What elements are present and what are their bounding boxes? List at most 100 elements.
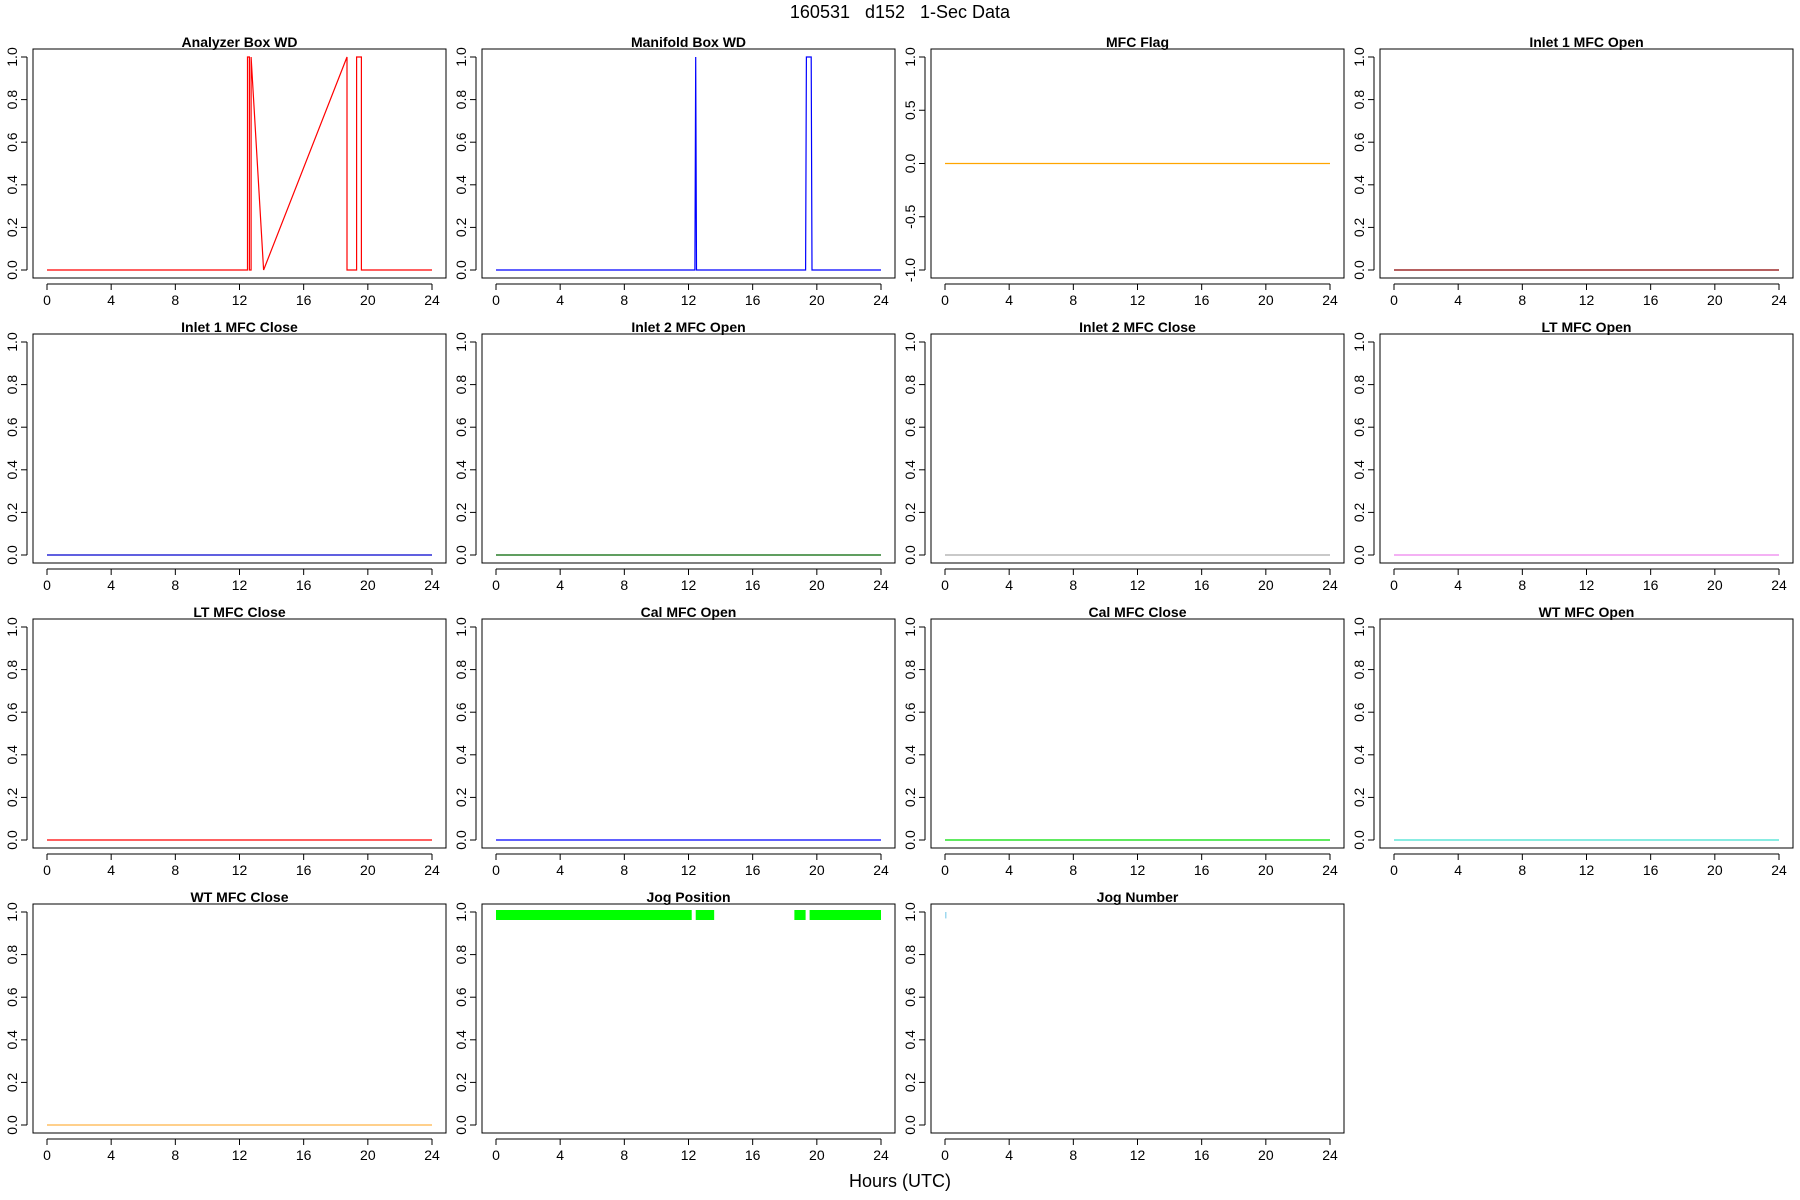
y-tick-label: 0.2	[902, 1072, 918, 1092]
y-tick-label: 0.0	[902, 830, 918, 850]
y-tick-label: 0.2	[453, 1072, 469, 1092]
y-tick-label: 0.5	[902, 100, 918, 120]
y-tick-label: 0.0	[4, 260, 20, 280]
y-tick-label: 1.0	[453, 47, 469, 67]
x-axis-label: Hours (UTC)	[849, 1171, 951, 1191]
x-tick-label: 0	[941, 1147, 949, 1163]
y-tick-label: 1.0	[4, 902, 20, 922]
x-tick-label: 4	[107, 862, 115, 878]
x-tick-label: 12	[681, 292, 697, 308]
x-tick-label: 0	[941, 862, 949, 878]
y-tick-label: 0.8	[4, 945, 20, 965]
chart-panel: Cal MFC Close 0 4 8 12 16 20 24 0.0 0.2 0.4 0.6 0.8 1…	[902, 604, 1345, 878]
chart-panel: Cal MFC Open 0 4 8 12 16 20 24 0.0 0.2 0.4 0.6 0.8 1.…	[453, 604, 896, 878]
y-tick-label: 0.0	[902, 545, 918, 565]
x-tick-label: 8	[1518, 862, 1526, 878]
x-tick-label: 16	[745, 292, 761, 308]
jog-position-segment	[809, 910, 881, 920]
x-tick-label: 24	[1322, 1147, 1338, 1163]
x-tick-label: 20	[1707, 292, 1723, 308]
x-tick-label: 24	[424, 292, 440, 308]
x-tick-label: 0	[43, 862, 51, 878]
y-tick-label: 0.2	[1351, 502, 1367, 522]
x-tick-label: 4	[107, 292, 115, 308]
x-tick-label: 16	[1194, 292, 1210, 308]
panel-title: LT MFC Close	[193, 604, 286, 620]
y-tick-label: 0.8	[453, 375, 469, 395]
y-tick-label: 0.4	[453, 175, 469, 195]
x-tick-label: 16	[296, 577, 312, 593]
chart-panel: Analyzer Box WD 0 4 8 12 16 20 24 0.0 0.2 0.4 0.6 0.…	[4, 34, 447, 308]
panel-title: Inlet 1 MFC Open	[1529, 34, 1643, 50]
x-tick-label: 8	[1069, 577, 1077, 593]
y-tick-label: 0.2	[453, 787, 469, 807]
chart-panel: MFC Flag 0 4 8 12 16 20 24 -1.0 -0.5 0.0 0.5 1.0	[902, 34, 1345, 308]
x-tick-label: 20	[1258, 1147, 1274, 1163]
x-tick-label: 16	[745, 577, 761, 593]
x-tick-label: 8	[171, 862, 179, 878]
x-tick-label: 0	[1390, 862, 1398, 878]
x-tick-label: 24	[1322, 862, 1338, 878]
y-tick-label: 0.4	[4, 745, 20, 765]
chart-panel: Jog Number 0 4 8 12 16 20 24 0.0 0.2 0.4 0.6 0.8 1.0	[902, 889, 1345, 1163]
y-tick-label: 0.4	[902, 460, 918, 480]
x-tick-label: 0	[492, 577, 500, 593]
x-tick-label: 24	[424, 862, 440, 878]
x-tick-label: 4	[1005, 862, 1013, 878]
y-tick-label: 0.6	[453, 417, 469, 437]
x-tick-label: 20	[360, 862, 376, 878]
plot-frame	[32, 618, 447, 849]
plot-frame	[930, 618, 1345, 849]
y-tick-label: 0.8	[1351, 660, 1367, 680]
chart-panel: LT MFC Close 0 4 8 12 16 20 24 0.0 0.2 0.4 0.6 0.8 1.…	[4, 604, 447, 878]
panel-title: WT MFC Open	[1539, 604, 1635, 620]
x-tick-label: 24	[1322, 577, 1338, 593]
x-tick-label: 4	[107, 577, 115, 593]
x-tick-label: 20	[1258, 862, 1274, 878]
chart-panel: Jog Position 0 4 8 12 16 20 24 0.0 0.2 0.4 0.6 0.8 1.…	[453, 889, 896, 1163]
y-tick-label: 0.6	[453, 987, 469, 1007]
panel-title: MFC Flag	[1106, 34, 1169, 50]
y-tick-label: 0.4	[902, 1030, 918, 1050]
x-tick-label: 16	[296, 1147, 312, 1163]
x-tick-label: 4	[1454, 577, 1462, 593]
y-tick-label: -1.0	[902, 258, 918, 282]
x-tick-label: 4	[556, 577, 564, 593]
chart-panel: Inlet 2 MFC Close 0 4 8 12 16 20 24 0.0 0.2 0.4 0.6…	[902, 319, 1345, 593]
y-tick-label: 0.8	[1351, 90, 1367, 110]
x-tick-label: 20	[809, 862, 825, 878]
x-tick-label: 24	[1322, 292, 1338, 308]
y-tick-label: 0.4	[1351, 745, 1367, 765]
plot-frame	[481, 903, 896, 1134]
x-tick-label: 8	[1069, 862, 1077, 878]
y-tick-label: 0.0	[1351, 260, 1367, 280]
y-tick-label: 1.0	[1351, 617, 1367, 637]
x-tick-label: 20	[360, 1147, 376, 1163]
x-tick-label: 8	[1518, 292, 1526, 308]
x-tick-label: 12	[1579, 862, 1595, 878]
y-tick-label: 1.0	[902, 47, 918, 67]
plot-frame	[481, 618, 896, 849]
y-tick-label: 0.4	[4, 175, 20, 195]
x-tick-label: 0	[941, 577, 949, 593]
y-tick-label: 0.8	[4, 660, 20, 680]
x-tick-label: 20	[809, 292, 825, 308]
x-tick-label: 12	[681, 862, 697, 878]
x-tick-label: 24	[1771, 862, 1787, 878]
plot-frame	[481, 333, 896, 564]
y-tick-label: 0.2	[4, 502, 20, 522]
x-tick-label: 16	[745, 862, 761, 878]
y-tick-label: 0.4	[4, 1030, 20, 1050]
plot-frame	[32, 903, 447, 1134]
x-tick-label: 0	[43, 577, 51, 593]
y-tick-label: 0.0	[4, 1115, 20, 1135]
y-tick-label: 0.4	[1351, 175, 1367, 195]
y-tick-label: 0.0	[453, 260, 469, 280]
x-tick-label: 24	[873, 862, 889, 878]
x-tick-label: 12	[232, 292, 248, 308]
x-tick-label: 0	[492, 1147, 500, 1163]
chart-panel: Inlet 1 MFC Open 0 4 8 12 16 20 24 0.0 0.2 0.4 0.6 0…	[1351, 34, 1794, 308]
panel-title: Inlet 2 MFC Close	[1079, 319, 1196, 335]
y-tick-label: 0.2	[1351, 787, 1367, 807]
